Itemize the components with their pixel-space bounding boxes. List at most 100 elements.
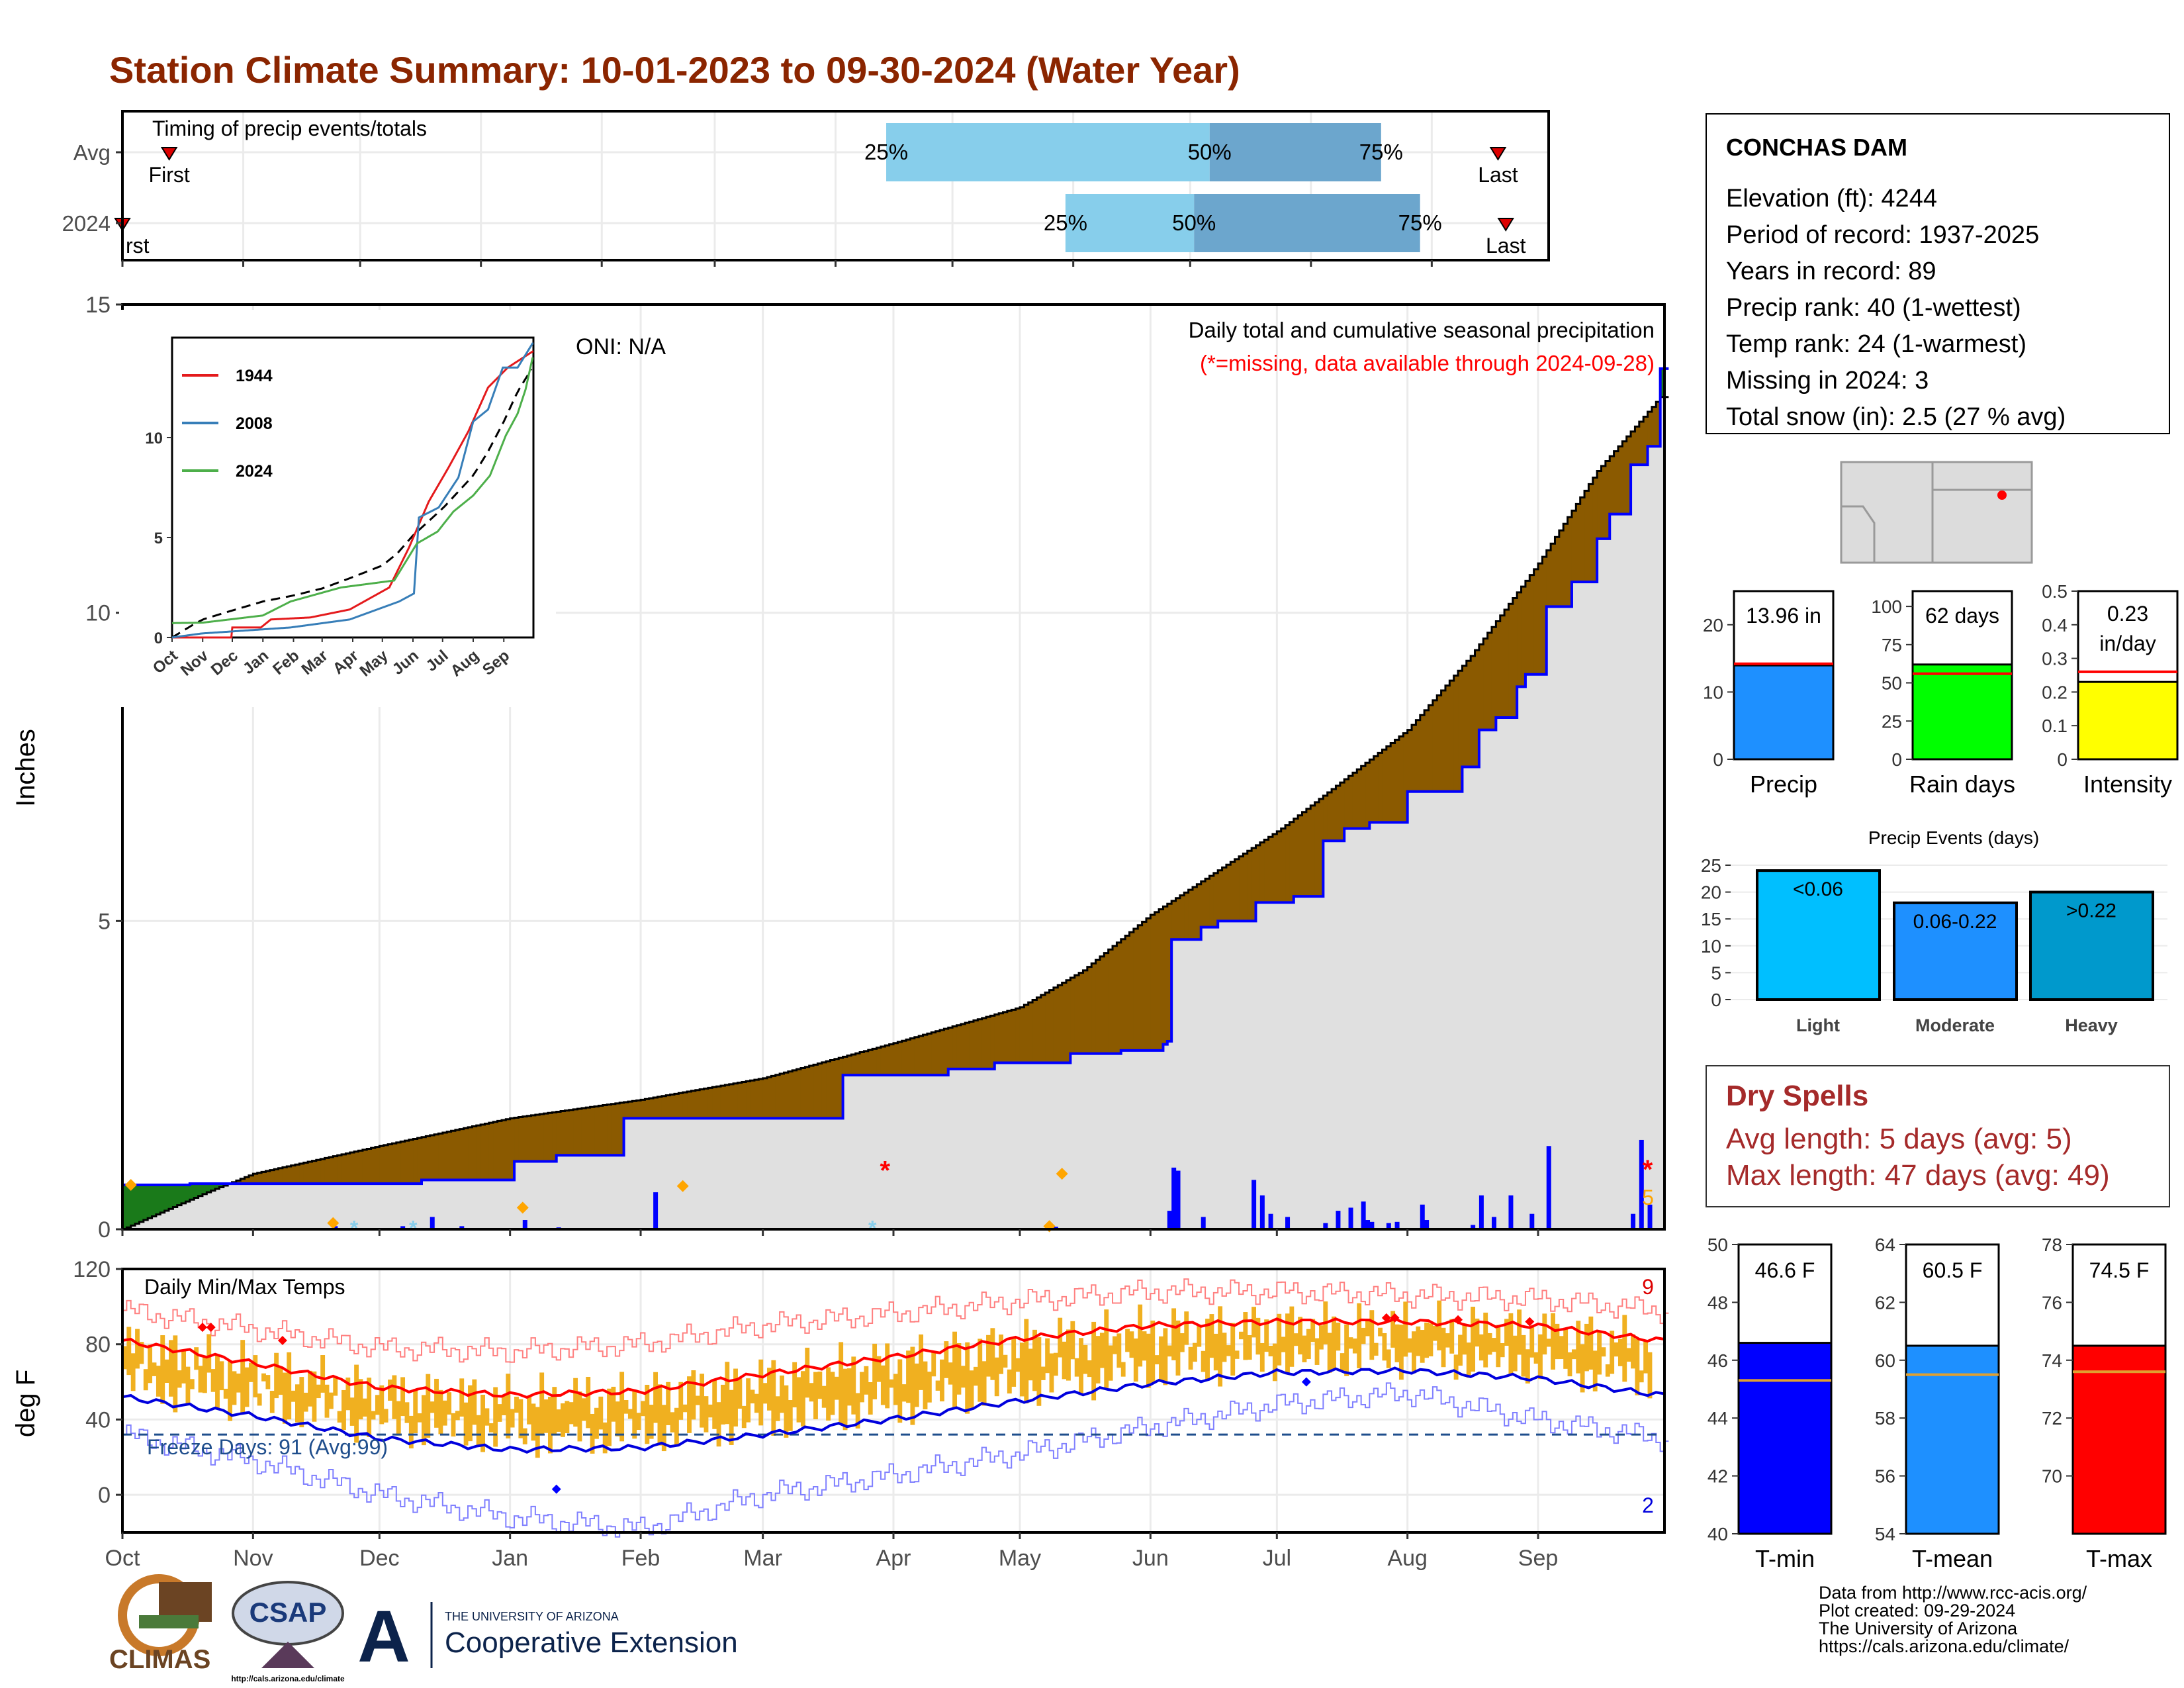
month-label: Aug xyxy=(1387,1546,1428,1571)
deficit-band xyxy=(253,1174,258,1184)
deficit-band xyxy=(1647,412,1653,447)
deficit-band xyxy=(1471,655,1476,767)
daily-temp-bar xyxy=(349,1397,355,1426)
daily-temp-bar xyxy=(1024,1319,1029,1404)
daily-temp-bar xyxy=(1129,1331,1134,1358)
footer-credits: Data from http://www.rcc-acis.org/ Plot … xyxy=(1819,1584,2087,1656)
daily-temp-bar xyxy=(1584,1323,1589,1372)
daily-temp-bar xyxy=(426,1374,431,1438)
daily-temp-bar xyxy=(611,1386,616,1422)
daily-temp-bar xyxy=(303,1392,308,1412)
daily-temp-bar xyxy=(707,1404,713,1418)
deficit-band xyxy=(1487,632,1492,730)
deficit-band xyxy=(720,1086,725,1119)
daily-temp-bar xyxy=(1538,1334,1543,1380)
deficit-band xyxy=(295,1164,300,1184)
deficit-band xyxy=(716,1086,721,1119)
deficit-band xyxy=(864,1051,869,1076)
daily-temp-bar xyxy=(737,1378,743,1409)
deficit-band xyxy=(1028,1002,1033,1063)
daily-temp-bar xyxy=(960,1366,966,1388)
daily-temp-bar xyxy=(1483,1312,1488,1368)
daily-temp-bar xyxy=(788,1400,793,1431)
last-event-marker xyxy=(1497,218,1515,232)
daily-temp-bar xyxy=(897,1359,903,1423)
daily-temp-bar xyxy=(408,1415,414,1449)
daily-temp-bar xyxy=(1631,1334,1635,1369)
deficit-band xyxy=(1462,665,1467,767)
daily-temp-bar xyxy=(375,1395,380,1415)
daily-temp-bar xyxy=(388,1380,392,1401)
deficit-band xyxy=(1424,710,1430,792)
deficit-band xyxy=(561,1111,566,1156)
daily-temp-bar xyxy=(421,1395,426,1446)
daily-precip-bar xyxy=(1491,1217,1496,1229)
daily-temp-bar xyxy=(1120,1362,1126,1377)
mini-y-label: 0.1 xyxy=(2042,716,2068,736)
station-name: CONCHAS DAM xyxy=(1726,134,1907,161)
daily-temp-bar xyxy=(1407,1338,1412,1353)
daily-temp-bar xyxy=(923,1361,928,1410)
daily-temp-bar xyxy=(1504,1319,1509,1346)
daily-temp-bar xyxy=(265,1375,271,1389)
daily-precip-bar xyxy=(1201,1217,1206,1229)
daily-temp-bar xyxy=(754,1393,759,1413)
deficit-band xyxy=(316,1160,321,1184)
daily-temp-bar xyxy=(784,1385,789,1438)
deficit-band xyxy=(556,1111,561,1156)
mini-y-label: 0.3 xyxy=(2042,649,2068,669)
daily-temp-bar xyxy=(1150,1320,1156,1383)
deficit-band xyxy=(1365,763,1370,829)
daily-temp-bar xyxy=(973,1366,978,1386)
mini-y-label: 0.4 xyxy=(2042,615,2068,635)
surplus-band xyxy=(139,1184,144,1222)
surplus-band xyxy=(143,1184,148,1221)
daily-temp-bar xyxy=(438,1389,443,1434)
mini-chart-value: 46.6 F xyxy=(1755,1258,1815,1282)
deficit-band xyxy=(661,1096,666,1119)
quartile-label: 50% xyxy=(1188,140,1232,164)
deficit-band xyxy=(876,1047,882,1076)
deficit-band xyxy=(442,1132,447,1180)
mini-y-label: 44 xyxy=(1707,1408,1728,1429)
timing-bar-high xyxy=(1209,123,1381,181)
events-bar-label: 0.06-0.22 xyxy=(1913,911,1997,933)
deficit-band xyxy=(1116,942,1122,1054)
record-high-count: 9 xyxy=(1642,1275,1654,1299)
deficit-band xyxy=(636,1100,641,1119)
deficit-band xyxy=(906,1039,911,1076)
daily-temp-bar xyxy=(792,1362,797,1408)
deficit-band xyxy=(573,1109,578,1156)
daily-precip-bar xyxy=(1479,1195,1484,1229)
inset-y-label: 5 xyxy=(154,530,163,547)
deficit-band xyxy=(480,1124,486,1180)
daily-temp-bar xyxy=(1639,1370,1644,1383)
daily-temp-bar xyxy=(345,1378,351,1411)
deficit-band xyxy=(1373,756,1379,823)
daily-temp-bar xyxy=(1281,1336,1286,1352)
mini-chart-bar xyxy=(1737,1342,1833,1535)
deficit-band xyxy=(287,1166,292,1184)
daily-temp-bar xyxy=(598,1396,604,1430)
mini-chart-bar xyxy=(1905,1344,2000,1535)
surplus-band xyxy=(135,1184,140,1224)
deficit-band xyxy=(1344,779,1349,829)
daily-temp-bar xyxy=(1293,1333,1298,1346)
surplus-band xyxy=(194,1184,199,1198)
daily-temp-bar xyxy=(1159,1336,1163,1381)
daily-temp-bar xyxy=(1563,1327,1569,1369)
deficit-band xyxy=(1453,675,1459,792)
mini-y-label: 76 xyxy=(2042,1292,2062,1313)
deficit-band xyxy=(1597,471,1602,539)
deficit-band xyxy=(1567,517,1572,607)
deficit-band xyxy=(421,1137,426,1180)
daily-temp-bar xyxy=(472,1379,477,1425)
daily-temp-bar xyxy=(965,1342,970,1414)
daily-temp-bar xyxy=(1344,1324,1349,1376)
deficit-band xyxy=(830,1060,835,1119)
deficit-band xyxy=(312,1160,317,1184)
deficit-band xyxy=(392,1143,397,1184)
daily-temp-bar xyxy=(981,1361,987,1406)
deficit-band xyxy=(308,1162,313,1184)
daily-precip-bar xyxy=(1323,1223,1328,1229)
